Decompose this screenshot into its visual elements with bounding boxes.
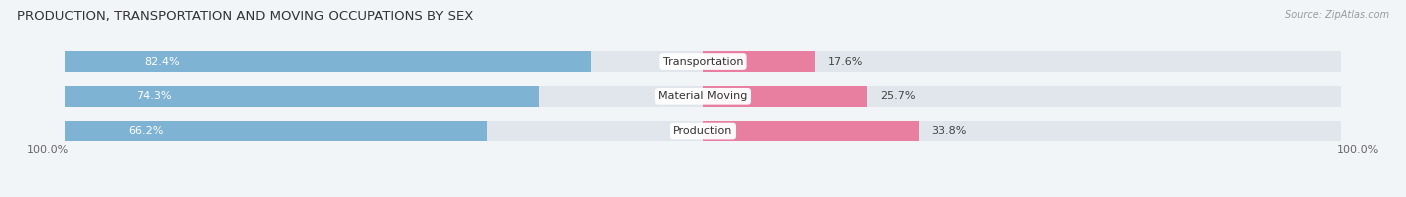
Bar	[65, 121, 1341, 141]
Text: Source: ZipAtlas.com: Source: ZipAtlas.com	[1285, 10, 1389, 20]
Text: 33.8%: 33.8%	[931, 126, 967, 136]
Text: Production: Production	[673, 126, 733, 136]
Text: PRODUCTION, TRANSPORTATION AND MOVING OCCUPATIONS BY SEX: PRODUCTION, TRANSPORTATION AND MOVING OC…	[17, 10, 474, 23]
Text: 17.6%: 17.6%	[828, 57, 863, 67]
Text: 74.3%: 74.3%	[136, 91, 172, 101]
Text: 25.7%: 25.7%	[880, 91, 915, 101]
Text: Material Moving: Material Moving	[658, 91, 748, 101]
Text: 100.0%: 100.0%	[27, 145, 69, 155]
Bar	[65, 51, 1341, 72]
Bar	[65, 121, 488, 141]
Bar	[65, 86, 1341, 107]
Text: 100.0%: 100.0%	[1337, 145, 1379, 155]
Bar	[65, 51, 591, 72]
Text: 82.4%: 82.4%	[143, 57, 180, 67]
Text: Transportation: Transportation	[662, 57, 744, 67]
Bar	[65, 86, 538, 107]
Bar	[703, 121, 918, 141]
Bar	[703, 51, 815, 72]
Bar	[703, 86, 868, 107]
Text: 66.2%: 66.2%	[128, 126, 165, 136]
